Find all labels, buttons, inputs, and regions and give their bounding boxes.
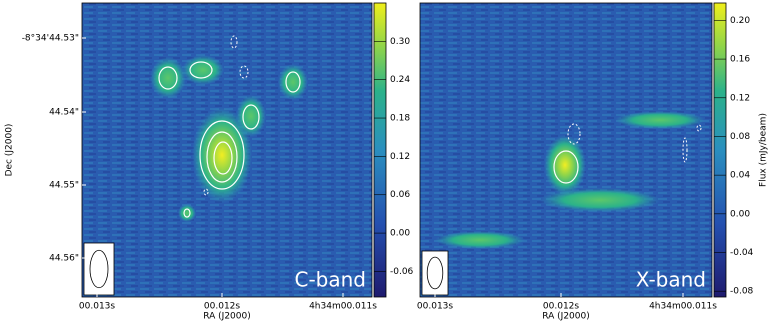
x-tick-label: 00.012s [543,302,579,312]
beam-box [421,250,449,296]
colorbar-tick-label: 0.20 [730,16,750,26]
colorbar-tick-label: 0.30 [390,37,410,47]
colorbar-tick-label: 0.16 [730,55,750,65]
band-label: X-band [636,268,706,292]
emission-blob [278,64,308,100]
contour [206,131,238,183]
emission-blob [435,231,525,249]
colorbar-tick-label: 0.00 [390,229,410,239]
beam [89,249,109,289]
contour [553,150,579,184]
band-label: C-band [294,268,366,292]
contour [189,61,213,79]
negative-contour [230,35,238,49]
colorbar-tick-label: 0.12 [390,152,410,162]
emission-blob [236,95,266,137]
colorbar-tick-label: -0.08 [730,287,754,297]
y-tick-label: 44.56" [49,254,79,264]
emission-blob [544,135,586,195]
colorbar-tick-label: 0.24 [390,75,410,85]
x-tick-label: 4h34m00.011s [309,302,377,312]
contour [199,120,245,190]
emission-blob [150,57,186,99]
x-tick-label: 00.012s [204,302,240,312]
emission-blob [182,55,224,85]
x-tick-label: 4h34m00.011s [649,302,717,312]
contour [183,208,191,218]
map-frame [81,2,373,298]
x-tick-label: 00.013s [79,302,115,312]
y-tick-label: 44.54" [49,108,79,118]
negative-contour [682,137,688,163]
colorbar-tick-label: -0.06 [390,267,414,277]
colorbar-tick-label: 0.04 [730,171,750,181]
colorbar-tick-label: -0.04 [730,248,754,258]
x-axis-label: RA (J2000) [542,312,590,321]
negative-contour [239,65,249,79]
negative-contour [696,124,702,132]
colorbar-tick-label: 0.00 [730,209,750,219]
negative-contour [567,123,581,145]
x-axis-label: RA (J2000) [203,312,251,321]
colorbar [373,2,387,298]
colorbar-label: Flux (mJy/beam) [759,113,769,187]
beam [426,256,444,290]
map-frame [419,2,713,298]
x-tick-label: 00.013s [417,302,453,312]
contour [285,71,301,93]
contour [213,141,233,175]
y-tick-label: 44.55" [49,181,79,191]
beam-box [83,242,115,296]
y-axis-label: Dec (J2000) [5,124,15,177]
colorbar-tick-label: 0.06 [390,190,410,200]
emission-blob [178,204,196,222]
contour [158,66,178,90]
y-tick-label: -8°34'44.53" [22,34,79,44]
colorbar [713,2,727,298]
negative-contour [203,188,209,196]
colorbar-tick-label: 0.18 [390,114,410,124]
colorbar-tick-label: 0.12 [730,93,750,103]
emission-blob [540,188,660,212]
contour [242,104,260,130]
colorbar-tick-label: 0.08 [730,132,750,142]
emission-blob [615,111,705,129]
